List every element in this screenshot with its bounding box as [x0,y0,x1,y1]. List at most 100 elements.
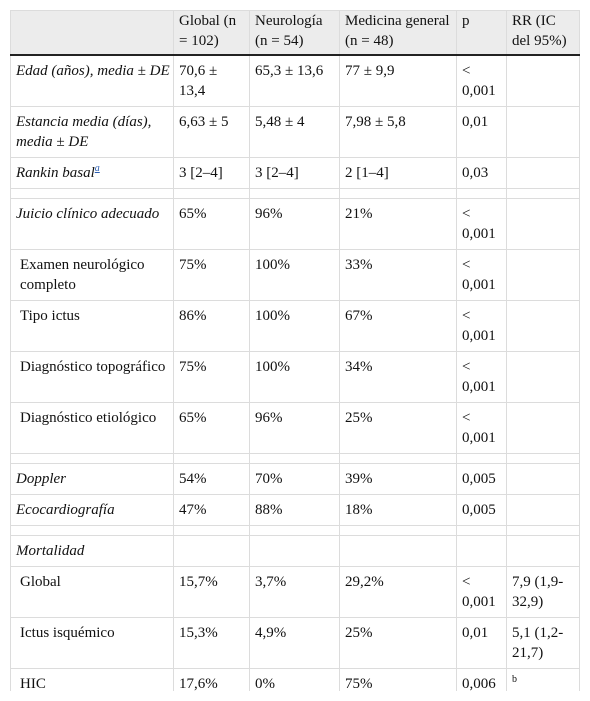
label-text: Edad (años), media ± DE [16,63,170,79]
cell-text: 100% [255,308,290,324]
table-row: Tipo ictus 86% 100% 67% < 0,001 [10,300,580,352]
cell-text: 65% [179,410,207,426]
table-cell: 6,63 ± 5 [173,106,250,158]
table-cell: 100% [249,351,340,403]
table-cell: < 0,001 [456,402,507,454]
table-cell [506,157,580,189]
row-label: Rankin basala [10,157,174,189]
cell-text: < 0,001 [462,206,496,242]
table-cell: 0,01 [456,106,507,158]
cell-text: 0,03 [462,165,489,181]
cell-text: 5,1 (1,2-21,7) [512,625,564,661]
table-cell: 65,3 ± 13,6 [249,54,340,107]
table-cell: 75% [339,668,457,691]
table-cell [456,535,507,567]
cell-text: < 0,001 [462,410,496,446]
cell-text: 70,6 ± 13,4 [179,63,218,99]
row-label: Examen neurológico completo [10,249,174,301]
cell-text: 15,7% [179,574,218,590]
table-row: Ictus isquémico 15,3% 4,9% 25% 0,01 5,1 (1,2-… [10,617,580,669]
table-cell [506,351,580,403]
table-cell [506,300,580,352]
empty-cell [506,188,580,199]
table-cell: 7,9 (1,9-32,9) [506,566,580,618]
table-cell: 65% [173,198,250,250]
footnote-link[interactable]: a [94,163,100,174]
header-cell: RR (IC del 95%) [506,10,580,56]
footnote-mark: b [512,674,517,685]
empty-cell [339,525,457,536]
label-text: Doppler [16,471,66,487]
header-cell: Global (n = 102) [173,10,250,56]
row-label: Ecocardiografía [10,494,174,526]
row-label: Doppler [10,463,174,495]
table-cell: b [506,668,580,691]
empty-cell [456,188,507,199]
table-cell: < 0,001 [456,198,507,250]
row-label: Diagnóstico etiológico [10,402,174,454]
label-text: Tipo ictus [20,308,80,324]
row-label: Ictus isquémico [10,617,174,669]
table-cell: 0,005 [456,463,507,495]
cell-text: 4,9% [255,625,287,641]
cell-text: 54% [179,471,207,487]
row-label: Tipo ictus [10,300,174,352]
table-cell: 88% [249,494,340,526]
cell-text: 2 [1–4] [345,165,389,181]
cell-text: 0,006 [462,676,496,691]
cell-text: < 0,001 [462,63,496,99]
row-label: Global [10,566,174,618]
table-row: Estancia media (días), media ± DE 6,63 ± … [10,106,580,158]
empty-cell [506,525,580,536]
table-cell [506,463,580,495]
cell-text: 65% [179,206,207,222]
cell-text: 88% [255,502,283,518]
cell-text: 7,9 (1,9-32,9) [512,574,564,610]
table-row: Diagnóstico topográfico 75% 100% 34% < 0,001 [10,351,580,403]
empty-cell [249,453,340,464]
label-text: Global [20,574,61,590]
empty-cell [10,188,174,199]
table-cell: 75% [173,351,250,403]
cell-text: 65,3 ± 13,6 [255,63,324,79]
cell-text: 77 ± 9,9 [345,63,395,79]
cell-text: 100% [255,359,290,375]
table-row: Rankin basala 3 [2–4] 3 [2–4] 2 [1–4] 0,03 [10,157,580,189]
table-cell: 5,1 (1,2-21,7) [506,617,580,669]
cell-text: 0,01 [462,114,489,130]
header-cell: Neurología (n = 54) [249,10,340,56]
cell-text: 100% [255,257,290,273]
empty-cell [173,188,250,199]
separator-row [10,188,580,199]
cell-text: 18% [345,502,373,518]
table-cell [506,402,580,454]
cell-text: 75% [345,676,373,691]
row-label: Juicio clínico adecuado [10,198,174,250]
table: Global (n = 102) Neurología (n = 54) Medic… [10,10,580,691]
empty-cell [456,453,507,464]
table-cell: < 0,001 [456,54,507,107]
table-cell: 15,7% [173,566,250,618]
label-text: Juicio clínico adecuado [16,206,160,222]
cell-text: 5,48 ± 4 [255,114,305,130]
table-row: Examen neurológico completo 75% 100% 33% < 0… [10,249,580,301]
table-cell [506,535,580,567]
table-cell: 4,9% [249,617,340,669]
header-cell: Medicina general (n = 48) [339,10,457,56]
label-text: Estancia media (días), media ± DE [16,114,152,150]
table-cell: 96% [249,402,340,454]
row-label: Mortalidad [10,535,174,567]
cell-text: 0,005 [462,471,496,487]
table-cell: 3,7% [249,566,340,618]
table-body: Edad (años), media ± DE 70,6 ± 13,4 65,3 ±… [10,54,580,691]
table-cell [249,535,340,567]
cell-text: 39% [345,471,373,487]
table-cell [506,249,580,301]
header-cell [10,10,174,56]
table-cell [506,106,580,158]
label-text: Examen neurológico completo [20,257,145,293]
table-cell: 15,3% [173,617,250,669]
table-cell [506,494,580,526]
cell-text: 25% [345,410,373,426]
